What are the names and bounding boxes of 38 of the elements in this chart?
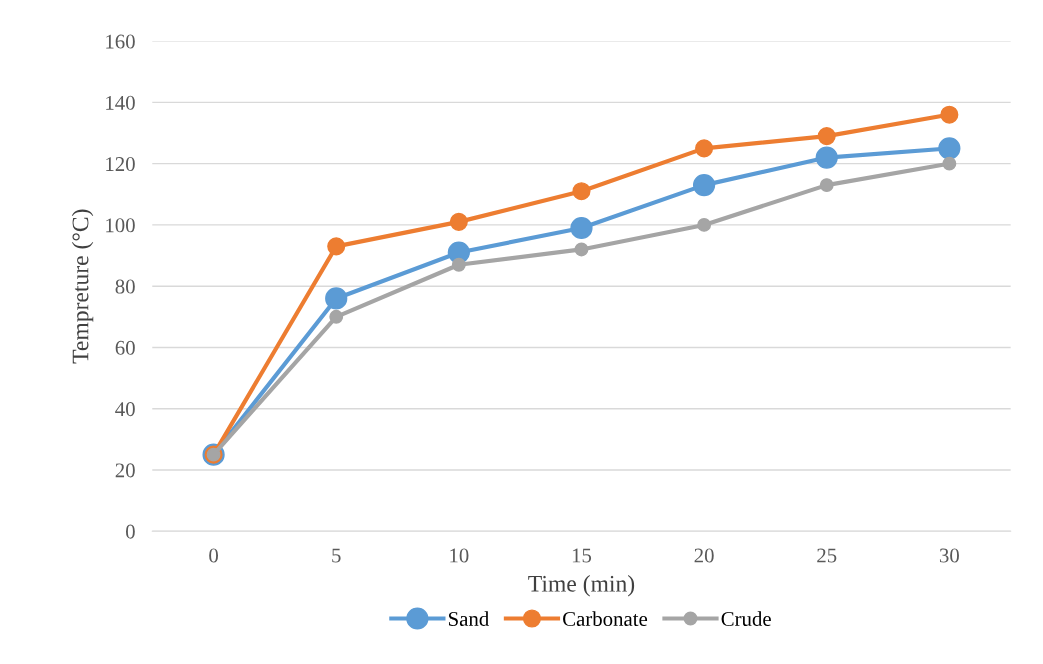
- x-tick-label: 15: [572, 548, 592, 563]
- point: [570, 216, 593, 240]
- point: [938, 137, 961, 160]
- y-tick-label: 140: [106, 95, 135, 110]
- y-tick-label: 100: [106, 218, 135, 233]
- y-tick-label: 80: [115, 279, 135, 294]
- point: [942, 156, 957, 171]
- y-tick-label: 0: [125, 524, 135, 539]
- y-tick-label: 120: [106, 157, 135, 172]
- y-tick-label: 60: [115, 340, 135, 355]
- point: [574, 242, 589, 257]
- y-tick-label: 160: [106, 34, 135, 49]
- x-axis-title: Time (min): [528, 575, 635, 597]
- point: [449, 212, 468, 231]
- point: [815, 146, 838, 169]
- point: [327, 237, 346, 256]
- legend-label: Crude: [721, 611, 771, 626]
- x-tick-label: 5: [332, 548, 341, 563]
- x-tick-label: 20: [694, 548, 714, 563]
- x-tick-label: 0: [209, 548, 219, 563]
- y-tick-label: 40: [115, 402, 135, 417]
- x-tick-label: 30: [939, 548, 959, 563]
- x-tick-label: 10: [450, 548, 469, 563]
- point: [572, 182, 591, 201]
- point: [697, 217, 712, 232]
- point: [819, 178, 834, 193]
- point: [695, 139, 714, 158]
- x-tick-label: 25: [817, 548, 837, 563]
- point: [451, 257, 466, 272]
- y-tick-label: 20: [115, 463, 135, 478]
- point: [325, 287, 348, 310]
- legend-label: Carbonate: [563, 611, 648, 626]
- point: [940, 105, 959, 124]
- y-axis-title: Tempreture (°C): [71, 209, 94, 364]
- point: [817, 127, 836, 146]
- point: [329, 309, 344, 324]
- legend-label: Sand: [448, 611, 489, 626]
- point: [692, 174, 716, 197]
